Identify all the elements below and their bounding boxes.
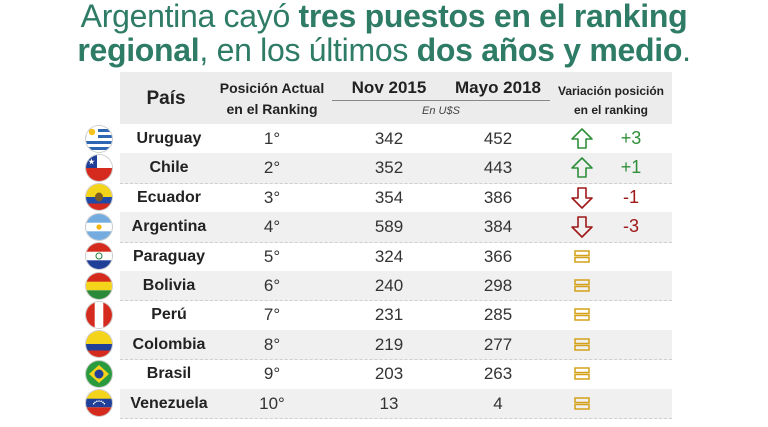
table-row: Ecuador 3° 354 386 -1 <box>120 183 672 214</box>
value-mayo-2018: 298 <box>483 276 513 295</box>
value-nov-2015: 589 <box>374 217 404 237</box>
current-position: 2° <box>263 158 281 178</box>
header-posicion-line-1: Posición Actual <box>219 80 325 96</box>
equal-icon <box>562 389 602 418</box>
header-variacion-line-2: en el ranking <box>573 103 649 117</box>
value-mayo-2018: 4 <box>493 393 503 413</box>
country-name: Ecuador <box>136 188 201 206</box>
country-name: Argentina <box>131 218 207 236</box>
value-mayo-2018: 384 <box>483 217 513 237</box>
headline-line-2: regional, en los últimos dos años y medi… <box>0 34 768 66</box>
header-mayo-2018: Mayo 2018 <box>455 78 541 97</box>
table-row: Perú 7° 231 285 <box>120 300 672 331</box>
equal-icon <box>562 271 602 300</box>
headline-text: , en los últimos <box>199 32 417 68</box>
table-row: Bolivia 6° 240 298 <box>120 271 672 302</box>
country-name: Colombia <box>132 335 206 353</box>
country-name: Chile <box>149 159 189 177</box>
current-position: 9° <box>263 364 281 384</box>
value-mayo-2018: 285 <box>483 305 513 325</box>
headline-text: Argentina cayó <box>80 0 299 34</box>
current-position: 8° <box>263 334 281 354</box>
table-row: Paraguay 5° 324 366 <box>120 242 672 272</box>
value-nov-2015: 354 <box>374 187 404 207</box>
position-change: +1 <box>620 157 642 178</box>
current-position: 7° <box>263 305 281 325</box>
header-posicion: Posición Actual en el Ranking <box>212 78 332 120</box>
header-pais: País <box>146 88 186 109</box>
arrow-down-icon <box>562 183 602 212</box>
venezuela-flag-icon <box>86 390 112 417</box>
equal-icon <box>562 300 602 329</box>
value-nov-2015: 342 <box>374 129 404 148</box>
value-mayo-2018: 366 <box>483 246 513 266</box>
ranking-table: País Posición Actual en el Ranking Nov 2… <box>120 72 672 419</box>
value-nov-2015: 352 <box>374 158 404 178</box>
table-row: Colombia 8° 219 277 <box>120 329 672 361</box>
headline-emphasis: tres puestos en el ranking <box>298 0 688 34</box>
headline-emphasis: dos años y medio <box>416 32 683 68</box>
current-position: 1° <box>263 129 281 148</box>
arrow-up-icon <box>562 124 602 153</box>
colombia-flag-icon <box>86 331 112 358</box>
table-row: Chile 2° 352 443 +1 <box>120 153 672 184</box>
headline-text: . <box>682 32 691 68</box>
country-name: Uruguay <box>136 130 202 147</box>
table-header <box>120 72 672 124</box>
arrow-down-icon <box>562 212 602 241</box>
position-change: +3 <box>620 128 642 148</box>
header-posicion-line-2: en el Ranking <box>226 101 318 117</box>
value-mayo-2018: 443 <box>483 158 513 178</box>
table-row: Venezuela 10° 13 4 <box>120 388 672 419</box>
header-divider <box>332 100 550 101</box>
arrow-up-icon <box>562 153 602 182</box>
header-nov-2015: Nov 2015 <box>351 78 427 97</box>
headline-line-1: Argentina cayó tres puestos en el rankin… <box>0 0 768 32</box>
country-name: Paraguay <box>132 247 206 265</box>
chile-flag-icon <box>86 154 112 181</box>
value-nov-2015: 203 <box>374 364 404 384</box>
value-mayo-2018: 277 <box>483 334 513 354</box>
current-position: 3° <box>263 187 281 207</box>
value-nov-2015: 324 <box>374 246 404 266</box>
table-row: Brasil 9° 203 263 <box>120 359 672 390</box>
current-position: 4° <box>263 217 281 237</box>
table-row: Argentina 4° 589 384 -3 <box>120 212 672 243</box>
value-nov-2015: 240 <box>374 276 404 295</box>
table-row: Uruguay 1° 342 452 +3 <box>120 124 672 155</box>
value-mayo-2018: 263 <box>483 364 513 384</box>
equal-icon <box>562 330 602 359</box>
value-nov-2015: 13 <box>379 393 399 413</box>
value-mayo-2018: 386 <box>483 187 513 207</box>
header-variacion-line-1: Variación posición <box>557 84 665 98</box>
equal-icon <box>562 359 602 388</box>
country-name: Venezuela <box>130 394 208 412</box>
country-name: Brasil <box>146 365 192 383</box>
peru-flag-icon <box>86 301 112 328</box>
position-change: -1 <box>622 186 639 207</box>
country-name: Bolivia <box>142 277 196 294</box>
equal-icon <box>562 242 602 271</box>
brasil-flag-icon <box>86 360 112 387</box>
uruguay-flag-icon <box>86 125 112 152</box>
header-variacion: Variación posición en el ranking <box>550 82 672 120</box>
value-mayo-2018: 452 <box>483 129 513 148</box>
headline-emphasis: regional <box>77 32 200 68</box>
bolivia-flag-icon <box>86 272 112 299</box>
value-nov-2015: 219 <box>374 334 404 354</box>
position-change: -3 <box>622 216 639 237</box>
argentina-flag-icon <box>86 213 112 240</box>
country-name: Perú <box>151 306 187 324</box>
paraguay-flag-icon <box>86 243 112 270</box>
current-position: 10° <box>259 393 285 413</box>
header-unit: En U$S <box>422 105 460 117</box>
ecuador-flag-icon <box>86 184 112 211</box>
current-position: 5° <box>263 246 281 266</box>
value-nov-2015: 231 <box>374 305 404 325</box>
current-position: 6° <box>263 276 281 295</box>
